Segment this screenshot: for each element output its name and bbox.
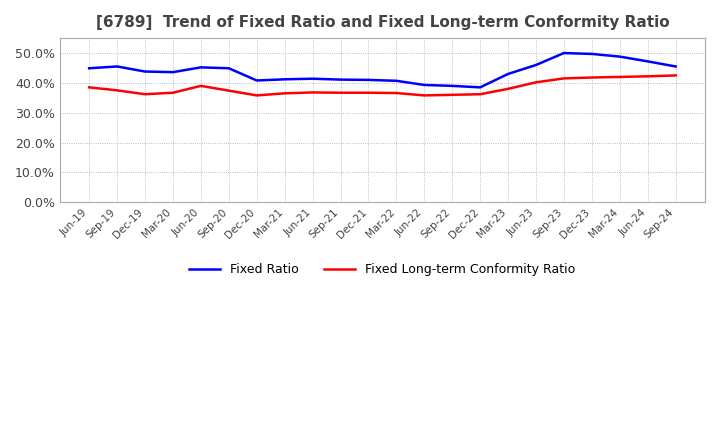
Fixed Long-term Conformity Ratio bbox=[504, 86, 513, 92]
Fixed Ratio bbox=[85, 66, 94, 71]
Fixed Ratio bbox=[448, 83, 456, 88]
Legend: Fixed Ratio, Fixed Long-term Conformity Ratio: Fixed Ratio, Fixed Long-term Conformity … bbox=[184, 258, 581, 282]
Fixed Long-term Conformity Ratio bbox=[253, 93, 261, 98]
Line: Fixed Long-term Conformity Ratio: Fixed Long-term Conformity Ratio bbox=[89, 75, 675, 95]
Fixed Long-term Conformity Ratio bbox=[616, 74, 624, 80]
Fixed Ratio bbox=[308, 76, 317, 81]
Fixed Long-term Conformity Ratio bbox=[531, 80, 540, 85]
Fixed Ratio bbox=[671, 64, 680, 69]
Fixed Ratio bbox=[531, 62, 540, 68]
Fixed Ratio bbox=[392, 78, 401, 84]
Fixed Long-term Conformity Ratio bbox=[448, 92, 456, 98]
Fixed Long-term Conformity Ratio bbox=[392, 90, 401, 95]
Fixed Long-term Conformity Ratio bbox=[308, 90, 317, 95]
Fixed Long-term Conformity Ratio bbox=[364, 90, 373, 95]
Fixed Long-term Conformity Ratio bbox=[476, 92, 485, 97]
Fixed Long-term Conformity Ratio bbox=[197, 83, 205, 88]
Fixed Ratio bbox=[644, 59, 652, 64]
Fixed Ratio bbox=[420, 82, 428, 88]
Fixed Ratio bbox=[504, 71, 513, 77]
Title: [6789]  Trend of Fixed Ratio and Fixed Long-term Conformity Ratio: [6789] Trend of Fixed Ratio and Fixed Lo… bbox=[96, 15, 670, 30]
Fixed Ratio bbox=[140, 69, 149, 74]
Fixed Long-term Conformity Ratio bbox=[140, 92, 149, 97]
Fixed Ratio bbox=[559, 51, 568, 56]
Fixed Ratio bbox=[113, 64, 122, 69]
Fixed Long-term Conformity Ratio bbox=[671, 73, 680, 78]
Fixed Ratio bbox=[616, 54, 624, 59]
Fixed Ratio bbox=[280, 77, 289, 82]
Fixed Long-term Conformity Ratio bbox=[85, 85, 94, 90]
Fixed Long-term Conformity Ratio bbox=[644, 73, 652, 79]
Fixed Long-term Conformity Ratio bbox=[559, 76, 568, 81]
Fixed Long-term Conformity Ratio bbox=[113, 88, 122, 93]
Fixed Ratio bbox=[336, 77, 345, 82]
Line: Fixed Ratio: Fixed Ratio bbox=[89, 53, 675, 88]
Fixed Ratio bbox=[197, 65, 205, 70]
Fixed Long-term Conformity Ratio bbox=[280, 91, 289, 96]
Fixed Ratio bbox=[476, 85, 485, 90]
Fixed Ratio bbox=[168, 70, 177, 75]
Fixed Ratio bbox=[364, 77, 373, 83]
Fixed Ratio bbox=[588, 51, 596, 57]
Fixed Ratio bbox=[225, 66, 233, 71]
Fixed Long-term Conformity Ratio bbox=[336, 90, 345, 95]
Fixed Long-term Conformity Ratio bbox=[420, 93, 428, 98]
Fixed Long-term Conformity Ratio bbox=[588, 75, 596, 80]
Fixed Ratio bbox=[253, 78, 261, 83]
Fixed Long-term Conformity Ratio bbox=[168, 90, 177, 95]
Fixed Long-term Conformity Ratio bbox=[225, 88, 233, 93]
